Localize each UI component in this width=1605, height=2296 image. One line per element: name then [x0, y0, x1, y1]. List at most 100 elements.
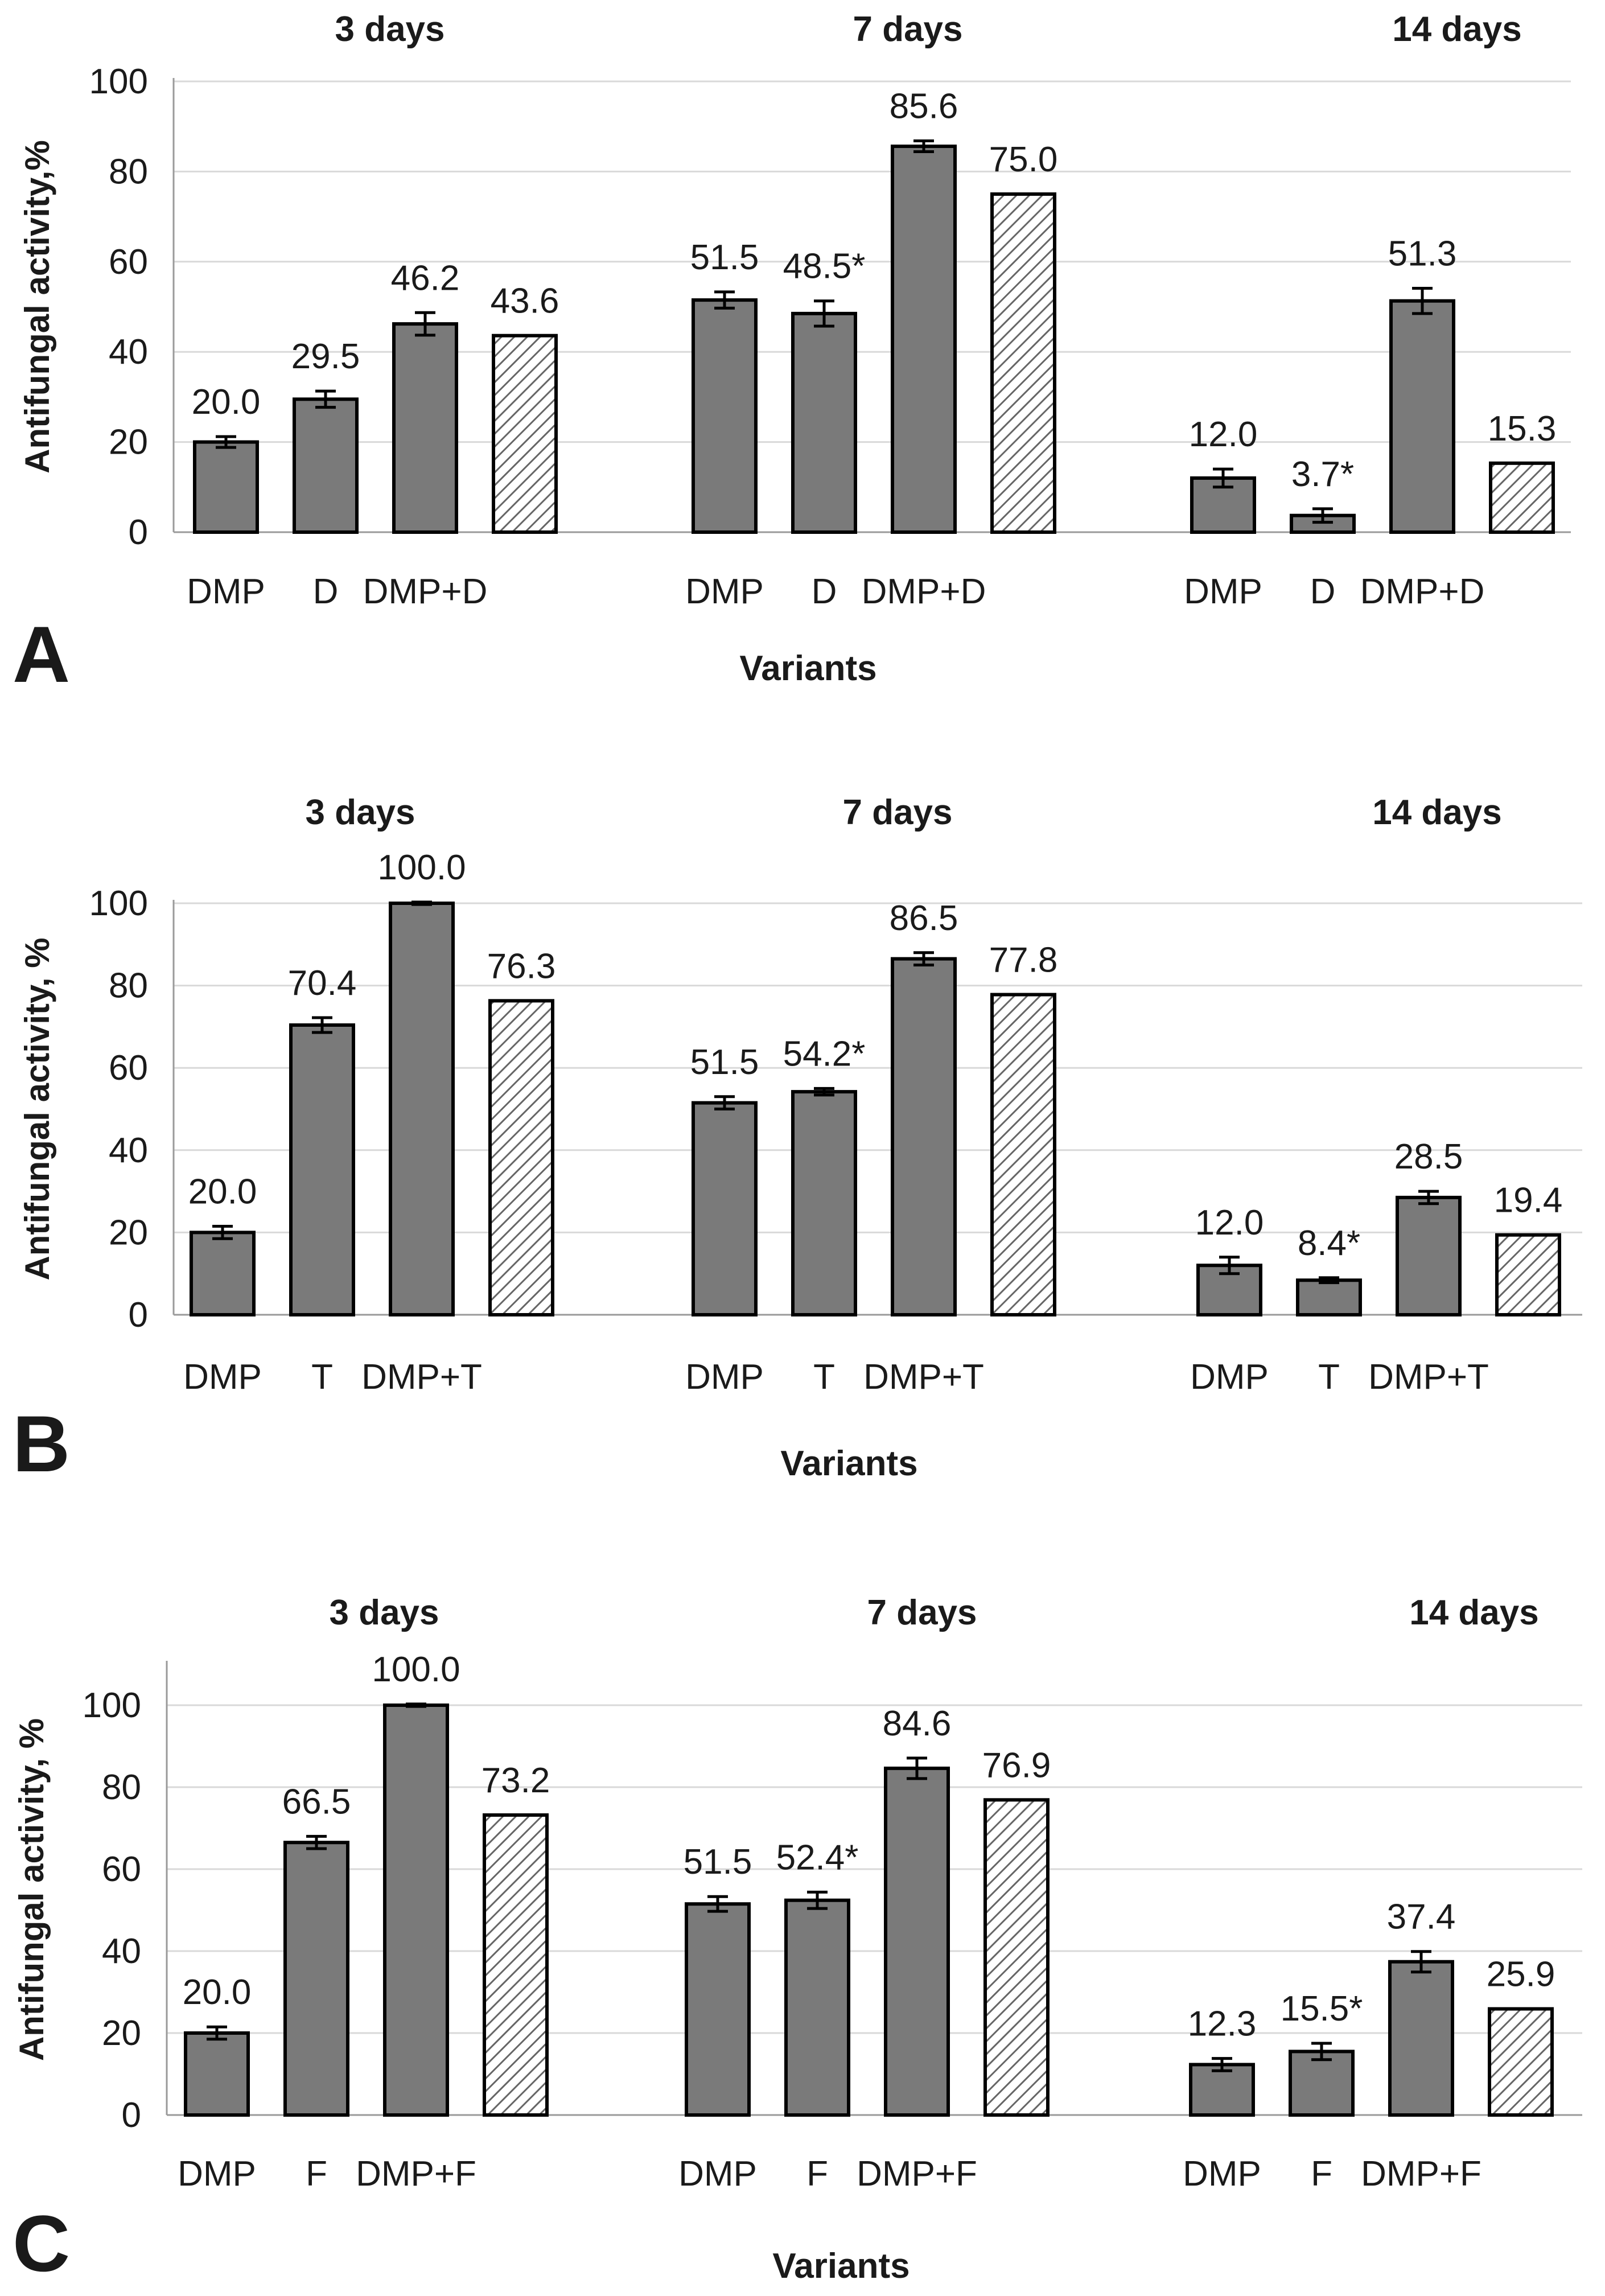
bar: [392, 322, 458, 534]
data-label: 76.9: [982, 1746, 1051, 1785]
category-label: D: [313, 572, 339, 611]
category-label: DMP+D: [862, 572, 986, 611]
group-title: 7 days: [853, 10, 962, 49]
data-label: 73.2: [482, 1761, 550, 1800]
group-title: 14 days: [1409, 1593, 1539, 1632]
group-title: 14 days: [1392, 10, 1522, 49]
bar: [891, 145, 957, 534]
y-tick-label: 40: [109, 1131, 148, 1170]
category-label: DMP: [685, 572, 764, 611]
panel-letter: C: [13, 2199, 70, 2288]
y-tick-label: 0: [129, 1295, 148, 1335]
bar: [289, 1023, 355, 1317]
data-label: 48.5*: [783, 247, 866, 286]
data-label: 15.3: [1488, 409, 1557, 448]
data-label: 37.4: [1387, 1898, 1456, 1937]
expected-value-bar: [1489, 461, 1555, 534]
bar: [692, 298, 758, 534]
category-label: DMP: [183, 1357, 262, 1397]
data-label: 19.4: [1494, 1181, 1563, 1220]
group-title: 7 days: [842, 793, 952, 832]
bar: [1388, 1960, 1454, 2117]
panel-letter: B: [13, 1399, 70, 1488]
bar: [1396, 1195, 1462, 1317]
data-label: 54.2*: [783, 1034, 866, 1073]
panel-letter: A: [13, 610, 70, 699]
data-label: 52.4*: [776, 1838, 859, 1877]
bar: [190, 1231, 256, 1316]
y-tick-label: 0: [122, 2096, 141, 2135]
bar: [193, 440, 259, 534]
category-label: F: [1311, 2154, 1332, 2194]
bar: [1296, 1278, 1362, 1317]
data-label: 85.6: [890, 87, 958, 126]
data-label: 15.5*: [1281, 1989, 1363, 2028]
y-tick-label: 80: [109, 966, 148, 1006]
y-tick-label: 100: [89, 62, 148, 101]
bar: [884, 1766, 950, 2117]
data-label: 20.0: [188, 1172, 257, 1212]
data-label: 66.5: [282, 1782, 351, 1821]
data-label: 84.6: [883, 1704, 952, 1743]
data-label: 46.2: [391, 258, 460, 298]
group-title: 3 days: [329, 1593, 439, 1632]
y-tick-label: 100: [89, 884, 148, 923]
data-label: 75.0: [989, 140, 1058, 179]
category-label: DMP: [685, 1357, 764, 1397]
y-axis-title: Antifungal activity, %: [13, 1718, 51, 2061]
category-label: DMP+F: [1361, 2154, 1481, 2194]
data-label: 20.0: [192, 382, 261, 422]
y-tick-label: 80: [102, 1768, 141, 1807]
data-label: 28.5: [1394, 1137, 1463, 1176]
category-label: D: [1310, 572, 1336, 611]
category-label: DMP+F: [356, 2154, 476, 2194]
category-label: F: [306, 2154, 327, 2194]
data-label: 29.5: [291, 337, 360, 376]
category-label: DMP+T: [361, 1357, 482, 1397]
data-label: 86.5: [890, 899, 958, 938]
y-tick-label: 40: [102, 1932, 141, 1971]
x-axis-title: Variants: [739, 649, 876, 688]
bar: [692, 1101, 758, 1317]
bar: [293, 397, 359, 534]
bar: [389, 902, 455, 1316]
y-tick-label: 20: [109, 423, 148, 462]
data-label: 51.5: [690, 1043, 759, 1082]
bar: [784, 1898, 850, 2117]
expected-value-bar: [990, 192, 1056, 534]
expected-value-bar: [488, 999, 554, 1316]
x-axis-title: Variants: [772, 2246, 910, 2286]
group-title: 3 days: [335, 10, 445, 49]
expected-value-bar: [492, 334, 558, 534]
expected-value-bar: [1488, 2007, 1554, 2117]
data-label: 12.0: [1195, 1203, 1264, 1242]
bar: [1189, 2063, 1255, 2117]
bar: [1389, 299, 1455, 534]
category-label: DMP+T: [863, 1357, 984, 1397]
group-title: 3 days: [305, 793, 415, 832]
bar: [791, 1090, 857, 1317]
bar: [791, 311, 857, 534]
y-tick-label: 60: [102, 1850, 141, 1889]
data-label: 76.3: [487, 947, 556, 986]
category-label: DMP: [1183, 2154, 1261, 2194]
expected-value-bar: [483, 1813, 549, 2117]
category-label: D: [812, 572, 837, 611]
category-label: T: [1318, 1357, 1340, 1397]
y-axis-title: Antifungal activity,%: [18, 140, 56, 474]
y-tick-label: 40: [109, 332, 148, 372]
bar: [184, 2031, 250, 2117]
y-axis-title: Antifungal activity, %: [18, 937, 56, 1280]
category-label: T: [813, 1357, 835, 1397]
bar: [283, 1841, 349, 2117]
bar: [685, 1902, 751, 2117]
group-title: 7 days: [867, 1593, 977, 1632]
data-label: 20.0: [183, 1973, 252, 2012]
category-label: DMP: [178, 2154, 256, 2194]
data-label: 100.0: [372, 1650, 460, 1689]
data-label: 51.5: [690, 238, 759, 277]
y-tick-label: 60: [109, 242, 148, 282]
category-label: DMP: [187, 572, 265, 611]
y-tick-label: 80: [109, 152, 148, 191]
category-label: DMP+D: [363, 572, 488, 611]
